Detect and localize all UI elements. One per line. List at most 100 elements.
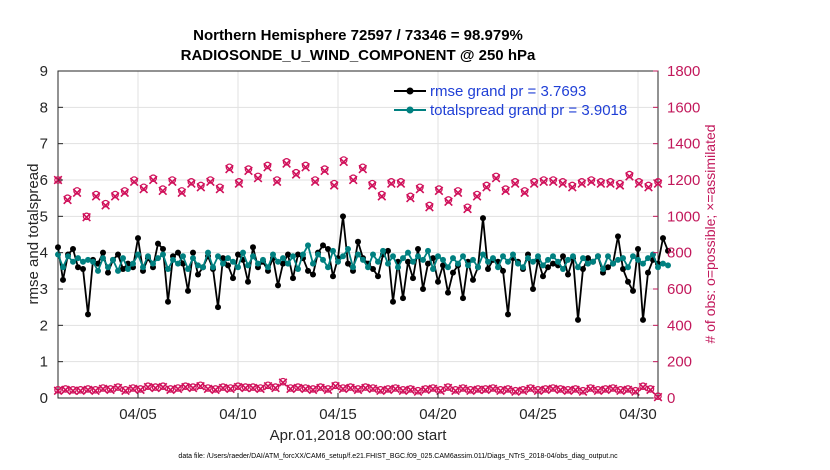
obs-lower-assimilated-point: [361, 383, 370, 393]
totalspread-point: [170, 256, 176, 263]
obs-lower-possible-point: [601, 385, 610, 393]
obs-lower-assimilated-point: [331, 381, 340, 391]
obs-lower-assimilated-point: [91, 386, 100, 396]
obs-upper-possible-point: [178, 187, 186, 195]
obs-upper-possible-point: [473, 190, 481, 199]
obs-lower-possible-point: [114, 383, 122, 391]
totalspread-point: [220, 260, 226, 267]
rmse-point: [390, 298, 396, 305]
totalspread-point: [110, 256, 116, 263]
obs-upper-assimilated-point: [139, 184, 149, 194]
obs-upper-assimilated-point: [491, 173, 501, 183]
totalspread-point: [515, 260, 521, 267]
obs-upper-assimilated-point: [101, 201, 110, 210]
obs-upper-possible-point: [101, 199, 110, 208]
totalspread-point: [270, 251, 276, 258]
totalspread-point: [505, 258, 511, 265]
totalspread-point: [65, 253, 71, 260]
rmse-point: [290, 275, 296, 282]
rmse-point: [410, 275, 416, 282]
obs-upper-possible-point: [378, 190, 386, 199]
obs-lower-assimilated-point: [53, 386, 63, 396]
obs-upper-assimilated-point: [444, 197, 453, 207]
chart-title: Northern Hemisphere 72597 / 73346 = 98.9…: [193, 27, 523, 44]
obs-upper-possible-point: [406, 192, 415, 201]
obs-lower-assimilated-point: [548, 384, 558, 394]
totalspread-point: [305, 242, 311, 249]
obs-lower-assimilated-point: [196, 381, 205, 391]
totalspread-point: [285, 260, 291, 267]
y-right-tick-label: 1000: [667, 208, 700, 225]
obs-upper-possible-point: [73, 187, 81, 195]
obs-lower-possible-point: [331, 381, 340, 390]
obs-lower-assimilated-point: [413, 387, 423, 397]
obs-upper-assimilated-point: [244, 166, 253, 176]
totalspread-point: [240, 249, 246, 256]
obs-lower-possible-point: [76, 386, 85, 394]
legend-spread-marker: [406, 106, 414, 114]
obs-upper-assimilated-point: [529, 179, 539, 188]
obs-upper-assimilated-point: [625, 172, 634, 181]
obs-upper-assimilated-point: [120, 188, 130, 198]
rmse-point: [550, 260, 556, 267]
rmse-point: [225, 262, 231, 269]
obs-upper-possible-point: [578, 178, 586, 186]
obs-lower-possible-point: [466, 386, 475, 394]
obs-upper-possible-point: [235, 178, 243, 186]
obs-upper-assimilated-point: [501, 186, 510, 196]
totalspread-point: [485, 258, 491, 265]
totalspread-point: [545, 256, 551, 263]
obs-lower-possible-point: [519, 386, 527, 394]
totalspread-point: [200, 264, 206, 271]
totalspread-point: [275, 258, 281, 265]
obs-lower-assimilated-point: [511, 387, 520, 397]
rmse-spread-series: [55, 213, 671, 323]
obs-lower-possible-point: [181, 382, 190, 390]
obs-lower-assimilated-point: [203, 384, 213, 394]
totalspread-point: [295, 266, 301, 273]
rmse-point: [100, 249, 106, 256]
rmse-point: [540, 273, 546, 280]
totalspread-point: [105, 264, 111, 271]
totalspread-point: [530, 258, 536, 265]
obs-upper-assimilated-point: [463, 204, 472, 214]
obs-upper-possible-point: [282, 158, 291, 166]
rmse-point: [160, 246, 166, 253]
rmse-point: [340, 213, 346, 220]
obs-upper-possible-point: [539, 176, 548, 184]
obs-lower-possible-point: [241, 383, 250, 391]
totalspread-point: [160, 251, 166, 258]
obs-lower-assimilated-point: [293, 383, 303, 393]
obs-lower-assimilated-point: [346, 383, 355, 393]
obs-lower-assimilated-point: [428, 384, 438, 394]
obs-lower-assimilated-point: [226, 384, 235, 394]
totalspread-point: [420, 256, 426, 263]
totalspread-point: [180, 253, 186, 260]
obs-upper-possible-point: [254, 172, 262, 181]
obs-lower-possible-point: [564, 386, 572, 394]
x-tick-label: 04/20: [419, 406, 457, 423]
rmse-point: [405, 258, 411, 265]
obs-lower-possible-point: [451, 386, 460, 394]
obs-lower-assimilated-point: [166, 385, 175, 395]
obs-lower-assimilated-point: [481, 385, 490, 395]
obs-lower-assimilated-point: [473, 385, 483, 395]
y-tick-label: 5: [40, 208, 48, 225]
obs-lower-assimilated-point: [181, 382, 190, 392]
totalspread-point: [355, 251, 361, 258]
totalspread-point: [80, 258, 86, 265]
obs-lower-possible-point: [61, 385, 70, 393]
obs-lower-assimilated-point: [173, 384, 183, 394]
totalspread-point: [375, 258, 381, 265]
y-tick-label: 3: [40, 281, 48, 298]
obs-lower-assimilated-point: [533, 386, 543, 396]
totalspread-point: [115, 267, 121, 274]
totalspread-point: [445, 264, 451, 271]
totalspread-point: [565, 256, 571, 263]
obs-upper-assimilated-point: [644, 182, 653, 192]
totalspread-point: [645, 255, 651, 262]
y-right-tick-label: 200: [667, 354, 692, 371]
totalspread-point: [300, 251, 306, 258]
totalspread-point: [590, 258, 596, 265]
rmse-point: [85, 311, 91, 318]
